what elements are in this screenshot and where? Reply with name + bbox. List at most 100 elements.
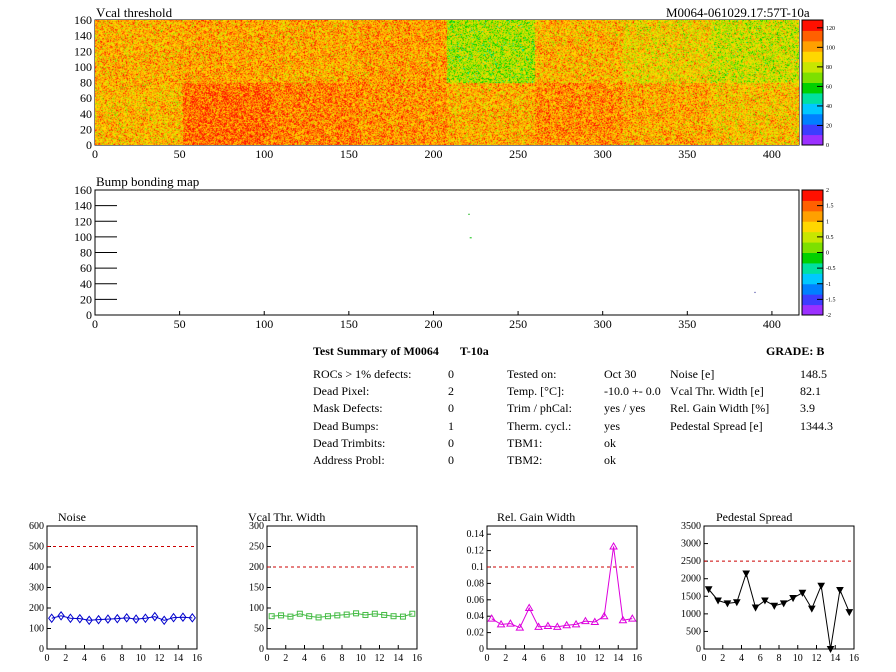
condition-value: yes / yes — [604, 401, 646, 416]
bump-map-title: Bump bonding map — [96, 174, 200, 189]
palette-swatch — [802, 72, 823, 83]
x-tick-label: 300 — [594, 317, 612, 331]
performance-row: Pedestal Spread [e] 1344.3 — [670, 418, 850, 435]
y-tick-label: 400 — [29, 562, 44, 573]
y-tick-label: 0.08 — [467, 578, 485, 589]
y-tick-label: 20 — [80, 292, 92, 306]
series-line — [51, 615, 193, 621]
x-tick-label: 14 — [393, 653, 403, 664]
data-point — [779, 600, 788, 608]
data-point — [515, 623, 525, 631]
palette-swatch — [802, 103, 823, 115]
defect-value: 0 — [448, 401, 454, 416]
defect-label: ROCs > 1% defects: — [313, 367, 412, 381]
palette-swatch — [802, 294, 823, 306]
performance-label: Rel. Gain Width [%] — [670, 401, 770, 416]
data-point — [48, 613, 56, 624]
plot-frame — [703, 525, 855, 650]
x-tick-label: 350 — [678, 147, 696, 161]
condition-value: yes — [604, 418, 620, 433]
data-point — [487, 614, 497, 622]
x-tick-label: 6 — [321, 653, 326, 664]
summary-chart-vcal-thr-width: Vcal Thr. Width 0 2 4 6 8 10 12 14 16 0 50 100 150 200… — [248, 510, 422, 664]
x-tick-label: 14 — [613, 653, 623, 664]
data-point — [315, 614, 322, 621]
palette-swatch — [802, 231, 823, 243]
y-tick-label: 0.02 — [467, 628, 485, 639]
plot-frame — [266, 525, 418, 650]
data-point — [188, 613, 196, 623]
y-tick-label: 1000 — [681, 609, 701, 620]
data-point — [371, 610, 378, 617]
x-tick-label: 50 — [174, 147, 186, 161]
condition-label: TBM2: — [507, 452, 543, 467]
module-id-label: M0064-061029.17:57T-10a — [666, 5, 810, 20]
data-point — [534, 622, 543, 630]
summary-chart-title: Pedestal Spread — [716, 510, 792, 524]
threshold-map-title: Vcal threshold — [96, 5, 173, 20]
z-tick-label: 100 — [826, 45, 835, 51]
data-point — [789, 595, 797, 603]
y-tick-label: 200 — [249, 562, 264, 573]
x-tick-label: 0 — [265, 653, 270, 664]
palette-swatch — [802, 30, 823, 42]
x-tick-label: 8 — [777, 653, 782, 664]
defect-value: 1 — [448, 418, 454, 433]
palette-swatch — [802, 82, 823, 94]
series-line — [708, 571, 850, 650]
y-tick-label: 50 — [254, 624, 264, 635]
condition-label: Trim / phCal: — [507, 401, 572, 416]
y-tick-label: 0 — [39, 644, 44, 655]
y-tick-label: 140 — [74, 29, 92, 43]
palette-swatch — [802, 262, 823, 274]
y-tick-label: 0.14 — [467, 529, 485, 540]
defect-row: Mask Defects: 0 — [313, 400, 458, 417]
data-point — [732, 599, 741, 607]
y-tick-label: 20 — [80, 122, 92, 136]
x-tick-label: 2 — [720, 653, 725, 664]
y-tick-label: 100 — [74, 230, 92, 244]
y-tick-label: 0.12 — [467, 546, 485, 557]
palette-swatch — [802, 92, 823, 104]
summary-title: Test Summary of M0064 — [313, 344, 439, 358]
data-point — [770, 602, 779, 610]
x-tick-label: 150 — [340, 317, 358, 331]
x-tick-label: 50 — [174, 317, 186, 331]
defect-label: Address Probl: — [313, 452, 385, 467]
z-tick-label: 0.5 — [826, 235, 834, 241]
x-tick-label: 8 — [120, 653, 125, 664]
performance-value: 82.1 — [800, 384, 821, 399]
y-tick-label: 0 — [696, 644, 701, 655]
summary-chart-rel-gain-width: Rel. Gain Width 0 2 4 6 8 10 12 14 16 0 0.02 0.04 0.0… — [467, 510, 643, 664]
z-tick-label: 2 — [826, 188, 829, 194]
defect-value: 2 — [448, 384, 454, 399]
defect-label: Dead Trimbits: — [313, 435, 386, 450]
defect-row: Dead Trimbits: 0 — [313, 435, 458, 452]
x-tick-label: 16 — [632, 653, 642, 664]
x-tick-label: 200 — [424, 317, 442, 331]
data-point — [409, 610, 416, 617]
y-tick-label: 3000 — [681, 539, 701, 550]
x-tick-label: 16 — [849, 653, 859, 664]
y-tick-label: 100 — [249, 603, 264, 614]
summary-chart-title: Noise — [58, 510, 86, 524]
x-tick-label: 12 — [375, 653, 385, 664]
threshold-heatmap: 0 50 100 150 200 250 300 350 4000204060801001201… — [74, 13, 835, 161]
defect-value: 0 — [448, 435, 454, 450]
x-tick-label: 2 — [63, 653, 68, 664]
grade-label: GRADE: B — [766, 344, 825, 358]
summary-chart-title: Vcal Thr. Width — [248, 510, 325, 524]
performance-value: 3.9 — [800, 401, 815, 416]
data-point — [353, 610, 360, 617]
data-point — [306, 613, 313, 620]
defect-label: Mask Defects: — [313, 401, 383, 416]
bump-bonding-heatmap: 0 50 100 150 200 250 300 350 4000204060801001201… — [74, 183, 836, 331]
condition-label: Tested on: — [507, 367, 557, 381]
x-tick-label: 2 — [283, 653, 288, 664]
palette-swatch — [802, 200, 823, 212]
palette-frame — [801, 19, 824, 146]
z-tick-label: -1.5 — [826, 297, 836, 303]
condition-row: Trim / phCal: yes / yes — [507, 400, 667, 417]
defect-row: ROCs > 1% defects: 0 — [313, 366, 458, 383]
palette-swatch — [802, 252, 823, 264]
